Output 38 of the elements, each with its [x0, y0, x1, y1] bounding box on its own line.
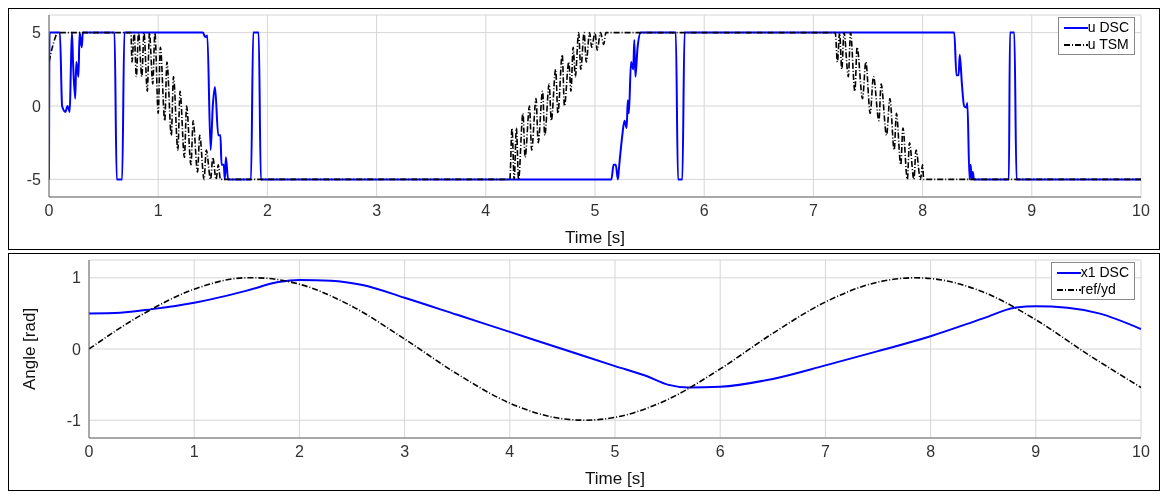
legend-label: u TSM	[1087, 36, 1129, 53]
x-tick-label: 5	[610, 443, 620, 461]
x-tick-label: 10	[1132, 443, 1150, 461]
x-tick-label: 8	[926, 443, 936, 461]
y-tick-label: 0	[72, 340, 82, 358]
x-tick-label: 5	[590, 202, 600, 220]
legend-label: ref/yd	[1080, 281, 1116, 298]
line-series	[89, 278, 1141, 389]
x-tick-label: 1	[153, 202, 163, 220]
x-tick-label: 4	[481, 202, 491, 220]
line-series	[49, 31, 1141, 181]
legend-label: x1 DSC	[1080, 264, 1129, 281]
x-tick-label: 0	[84, 443, 94, 461]
y-tick-label: 0	[32, 97, 42, 115]
x-tick-label: 0	[44, 202, 54, 220]
x-axis-title: Time [s]	[585, 469, 645, 488]
x-tick-label: 4	[505, 443, 515, 461]
line-series	[89, 277, 1141, 421]
y-tick-label: 5	[32, 24, 42, 42]
x-tick-label: 8	[918, 202, 928, 220]
y-axis-title: Angle [rad]	[20, 307, 40, 391]
x-axis-title: Time [s]	[565, 228, 625, 247]
x-tick-label: 10	[1132, 202, 1150, 220]
x-tick-label: 6	[699, 202, 709, 220]
x-tick-label: 7	[820, 443, 830, 461]
x-tick-label: 6	[715, 443, 725, 461]
y-tick-label: -1	[66, 411, 82, 429]
legend-label: u DSC	[1087, 19, 1129, 36]
x-tick-label: 2	[262, 202, 272, 220]
x-tick-label: 2	[294, 443, 304, 461]
y-tick-label: 1	[72, 269, 82, 287]
x-tick-label: 3	[372, 202, 382, 220]
x-tick-label: 3	[400, 443, 410, 461]
x-tick-label: 7	[808, 202, 818, 220]
x-tick-label: 1	[189, 443, 199, 461]
x-tick-label: 9	[1031, 443, 1041, 461]
x-tick-label: 9	[1027, 202, 1037, 220]
y-tick-label: -5	[26, 171, 42, 189]
